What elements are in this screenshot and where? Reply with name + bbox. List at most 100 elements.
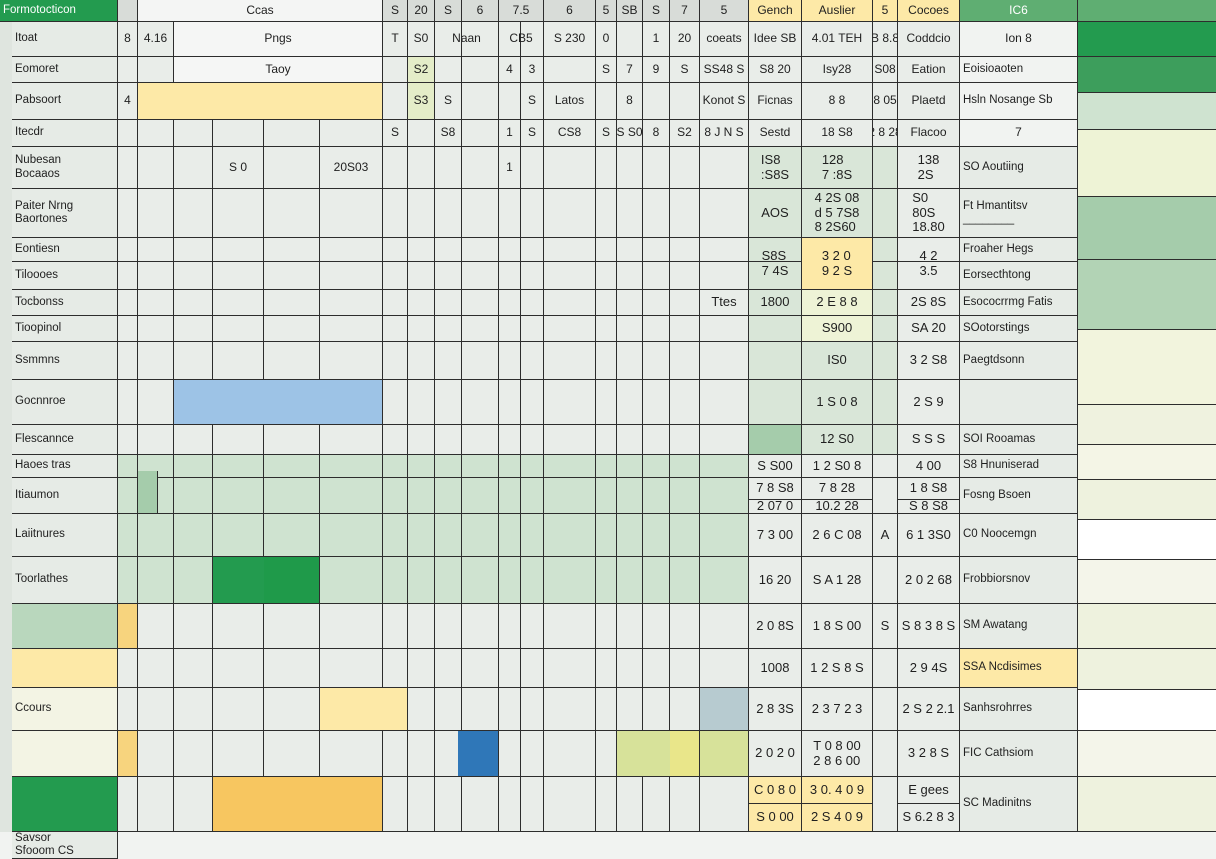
data-cell[interactable]: CS8	[544, 120, 596, 147]
data-cell[interactable]: 8	[617, 83, 643, 120]
grid-cell[interactable]	[544, 688, 596, 731]
grid-cell[interactable]	[264, 731, 320, 777]
grid-cell[interactable]	[213, 189, 264, 238]
value-cell[interactable]: 2 07 0	[749, 500, 802, 514]
grid-cell[interactable]	[118, 57, 138, 83]
data-cell[interactable]: 8 J N S	[700, 120, 749, 147]
data-cell[interactable]: SS48 S	[700, 57, 749, 83]
grid-cell[interactable]	[802, 22, 873, 57]
data-cell[interactable]: S 230	[544, 22, 596, 57]
grid-cell[interactable]	[617, 557, 643, 604]
grid-cell[interactable]	[617, 238, 643, 262]
grid-cell[interactable]	[320, 731, 383, 777]
grid-cell[interactable]	[462, 262, 499, 290]
right-label[interactable]: Paegtdsonn	[960, 342, 1078, 380]
value-cell[interactable]: 3 2 S8	[898, 342, 960, 380]
value-cell[interactable]: 6 1 3S0	[898, 514, 960, 557]
value-cell[interactable]: 3 2 8 S	[898, 731, 960, 777]
grid-cell[interactable]	[320, 455, 383, 478]
grid-cell[interactable]	[435, 777, 462, 832]
grid-cell[interactable]	[138, 57, 174, 83]
grid-cell[interactable]	[174, 290, 213, 316]
grid-cell[interactable]	[118, 649, 138, 688]
green-block[interactable]	[264, 557, 320, 604]
grid-cell[interactable]	[320, 189, 383, 238]
column-header[interactable]: Ccas	[138, 0, 383, 22]
grid-cell[interactable]	[408, 290, 435, 316]
data-cell[interactable]: S2	[408, 57, 435, 83]
grid-cell[interactable]	[383, 57, 408, 83]
value-cell[interactable]: C 0 8 0	[749, 777, 802, 804]
grid-cell[interactable]	[521, 731, 544, 777]
grid-cell[interactable]	[213, 342, 264, 380]
value-cell[interactable]: S0 80S 18.80	[898, 189, 960, 238]
grid-cell[interactable]	[408, 342, 435, 380]
grid-cell[interactable]	[264, 262, 320, 290]
value-cell[interactable]: 2 E 8 8	[802, 290, 873, 316]
grid-cell[interactable]	[408, 649, 435, 688]
grid-cell[interactable]	[596, 342, 617, 380]
value-cell[interactable]: 2 S 9	[898, 380, 960, 425]
lime-block[interactable]	[670, 731, 700, 777]
right-label[interactable]: SOotorstings	[960, 316, 1078, 342]
data-cell[interactable]: Flacoo	[898, 120, 960, 147]
grid-cell[interactable]	[700, 425, 749, 455]
grid-cell[interactable]	[700, 290, 749, 316]
data-cell[interactable]: 9	[643, 57, 670, 83]
selected-range[interactable]	[174, 380, 383, 425]
row-label[interactable]: Savsor Sfooom CS	[12, 832, 118, 859]
data-cell[interactable]: Ion 8	[960, 22, 1078, 57]
grid-cell[interactable]	[643, 649, 670, 688]
grid-cell[interactable]	[749, 238, 802, 262]
grid-cell[interactable]	[749, 380, 802, 425]
grid-cell[interactable]	[700, 262, 749, 290]
grid-cell[interactable]	[435, 604, 462, 649]
row-label[interactable]: Itecdr	[12, 120, 118, 147]
grid-cell[interactable]	[749, 316, 802, 342]
grid-cell[interactable]	[499, 514, 521, 557]
value-cell[interactable]: S S00	[749, 455, 802, 478]
value-cell[interactable]: 3 2 0 9 2 S	[802, 238, 873, 290]
grid-cell[interactable]	[521, 777, 544, 832]
data-cell[interactable]: coeats	[700, 22, 749, 57]
grid-cell[interactable]	[521, 425, 544, 455]
row-label[interactable]: Ssmmns	[12, 342, 118, 380]
grid-cell[interactable]	[700, 478, 749, 514]
grid-cell[interactable]	[118, 478, 138, 514]
grid-cell[interactable]	[383, 83, 408, 120]
column-header[interactable]: Gench	[749, 0, 802, 22]
grid-cell[interactable]	[320, 262, 383, 290]
grid-cell[interactable]	[462, 238, 499, 262]
grid-cell[interactable]	[596, 604, 617, 649]
grid-cell[interactable]	[544, 22, 596, 57]
value-cell[interactable]: 2 8 3S	[749, 688, 802, 731]
data-cell[interactable]: Idee SB	[749, 22, 802, 57]
grid-cell[interactable]	[174, 649, 213, 688]
grid-cell[interactable]	[435, 514, 462, 557]
grid-cell[interactable]	[213, 455, 264, 478]
grid-cell[interactable]	[462, 604, 499, 649]
grid-cell[interactable]	[898, 478, 960, 514]
grid-cell[interactable]	[670, 189, 700, 238]
value-cell[interactable]: 2 0 2 68	[898, 557, 960, 604]
grid-cell[interactable]	[521, 514, 544, 557]
grid-cell[interactable]	[749, 189, 802, 238]
right-label[interactable]: Ft Hmantitsv ________	[960, 189, 1078, 238]
grid-cell[interactable]	[435, 425, 462, 455]
grid-cell[interactable]	[264, 189, 320, 238]
row-label[interactable]: Tiloooes	[12, 262, 118, 290]
grid-cell[interactable]	[174, 557, 213, 604]
grid-cell[interactable]	[462, 57, 499, 83]
data-cell[interactable]: B 8.8	[873, 22, 898, 57]
grid-cell[interactable]	[408, 316, 435, 342]
grid-cell[interactable]	[118, 262, 138, 290]
grid-cell[interactable]	[898, 557, 960, 604]
right-label[interactable]: SO Aoutiing	[960, 147, 1078, 189]
grid-cell[interactable]	[138, 688, 174, 731]
grid-cell[interactable]	[802, 731, 873, 777]
value-cell[interactable]: SA 20	[898, 316, 960, 342]
right-label[interactable]: Sanhsrohrres	[960, 688, 1078, 731]
grid-cell[interactable]	[499, 380, 521, 425]
grid-cell[interactable]	[873, 120, 898, 147]
grid-cell[interactable]	[213, 688, 264, 731]
